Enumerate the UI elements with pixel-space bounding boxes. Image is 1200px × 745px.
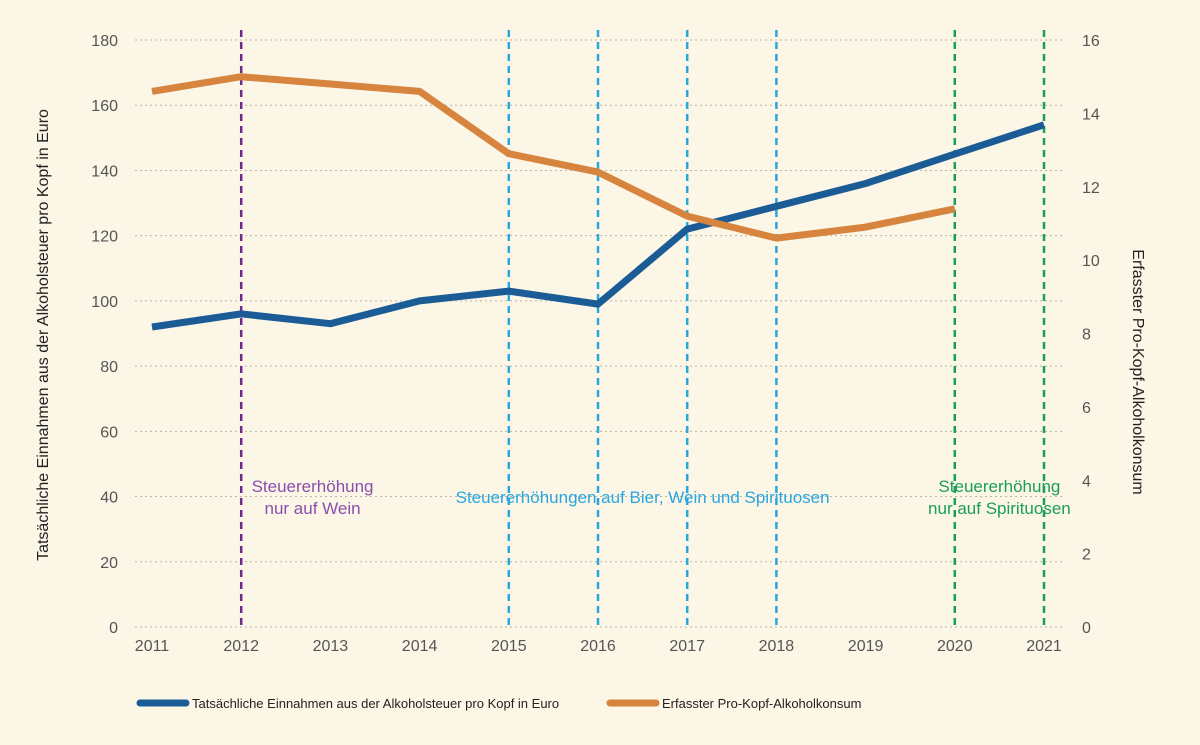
x-tick-label: 2016 (580, 638, 616, 655)
y-right-tick-label: 16 (1082, 33, 1100, 50)
x-tick-label: 2020 (937, 638, 973, 655)
annotation-1-line-0: Steuererhöhungen auf Bier, Wein und Spir… (456, 488, 830, 507)
y-right-tick-label: 12 (1082, 180, 1100, 197)
y-right-tick-label: 2 (1082, 547, 1091, 564)
y-left-ticks: 0 20 40 60 80 100 120 140 160 180 (91, 33, 118, 637)
x-tick-label: 2021 (1026, 638, 1062, 655)
annotation-2-line-0: Steuererhöhung (938, 477, 1060, 496)
y-right-tick-label: 6 (1082, 400, 1091, 417)
y-right-tick-label: 10 (1082, 253, 1100, 270)
x-tick-label: 2017 (669, 638, 705, 655)
y-right-ticks: 0 2 4 6 8 10 12 14 16 (1082, 33, 1100, 637)
annotation-2-line-1: nur auf Spirituosen (928, 499, 1071, 518)
y-left-tick-label: 100 (91, 294, 118, 311)
legend: Tatsächliche Einnahmen aus der Alkoholst… (136, 696, 861, 711)
x-tick-label: 2013 (313, 638, 349, 655)
y-left-tick-label: 60 (100, 424, 118, 441)
series-group (151, 73, 1046, 331)
markers (239, 30, 1046, 627)
y-left-axis-label: Tatsächliche Einnahmen aus der Alkoholst… (35, 109, 52, 561)
y-left-tick-label: 80 (100, 359, 118, 376)
legend-label-0: Tatsächliche Einnahmen aus der Alkoholst… (192, 696, 559, 711)
x-tick-label: 2011 (135, 638, 170, 655)
x-ticks: 2011 2012 2013 2014 2015 2016 2017 2018 2019 2020… (135, 638, 1062, 655)
y-right-tick-label: 0 (1082, 620, 1091, 637)
y-right-tick-label: 8 (1082, 327, 1091, 344)
y-left-tick-label: 140 (91, 163, 118, 180)
x-tick-label: 2019 (848, 638, 884, 655)
series-line-1 (151, 73, 956, 242)
grid (135, 39, 1065, 628)
y-left-tick-label: 180 (91, 33, 118, 50)
x-tick-label: 2018 (759, 638, 795, 655)
annotation-0-line-0: Steuererhöhung (252, 477, 374, 496)
y-left-tick-label: 160 (91, 98, 118, 115)
y-left-tick-label: 40 (100, 490, 118, 507)
y-left-tick-label: 120 (91, 229, 118, 246)
y-right-axis-label: Erfasster Pro-Kopf-Alkoholkonsum (1129, 249, 1146, 494)
y-right-tick-label: 4 (1082, 473, 1091, 490)
y-left-tick-label: 0 (109, 620, 118, 637)
y-right-tick-label: 14 (1082, 106, 1100, 123)
legend-label-1: Erfasster Pro-Kopf-Alkoholkonsum (662, 696, 861, 711)
annotation-0-line-1: nur auf Wein (265, 499, 361, 518)
x-tick-label: 2014 (402, 638, 438, 655)
x-tick-label: 2012 (223, 638, 259, 655)
annotations: Steuererhöhung nur auf Wein Steuererhöhung… (252, 477, 1071, 518)
y-left-tick-label: 20 (100, 555, 118, 572)
x-tick-label: 2015 (491, 638, 527, 655)
